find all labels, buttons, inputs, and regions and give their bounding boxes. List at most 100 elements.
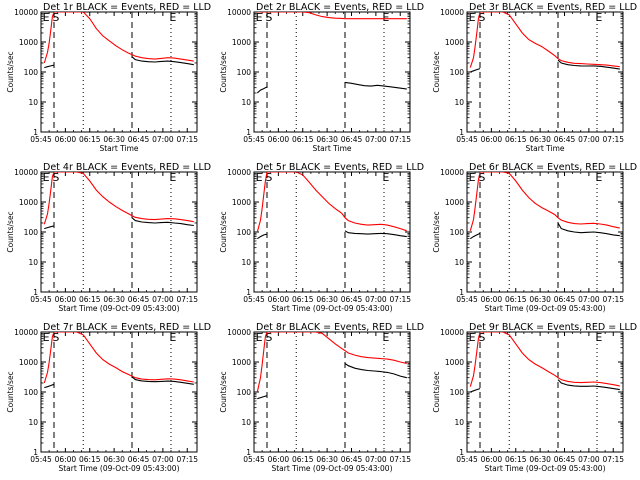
interval-letter: E	[382, 171, 389, 184]
panel-6: Det 6r BLACK = Events, RED = LLD 1 10 100 10…	[432, 162, 637, 313]
plot-frame	[466, 331, 624, 453]
y-tick-label: 1	[246, 288, 251, 297]
panel-8: Det 8r BLACK = Events, RED = LLD 1 10 100 10…	[219, 322, 424, 473]
y-tick-label: 10000	[440, 328, 464, 337]
y-tick-label: 100	[24, 228, 39, 237]
plot-frame	[40, 331, 198, 453]
x-tick-label: 06:00	[268, 135, 290, 144]
plot-frame	[40, 11, 198, 133]
x-tick-label: 06:45	[341, 135, 363, 144]
y-tick-label: 1	[33, 128, 38, 137]
x-tick-label: 07:00	[365, 455, 387, 464]
x-tick-label: 05:45	[30, 295, 52, 304]
series-line-events	[256, 230, 407, 240]
x-tick-label: 06:15	[292, 295, 314, 304]
x-tick-label: 07:15	[602, 135, 624, 144]
x-axis-label: Start Time (09-Oct-09 05:43:00)	[58, 304, 179, 313]
x-tick-label: 07:15	[389, 295, 411, 304]
interval-letter: E	[469, 11, 476, 24]
x-tick-label: 05:45	[243, 455, 265, 464]
series-line-lld	[257, 12, 407, 20]
y-tick-label: 10	[241, 98, 251, 107]
y-tick-label: 1	[459, 448, 464, 457]
interval-letter: E	[43, 171, 50, 184]
x-tick-label: 06:15	[79, 295, 101, 304]
x-tick-label: 07:00	[578, 135, 600, 144]
plot-frame	[253, 11, 411, 133]
interval-letter: S	[265, 171, 272, 184]
y-tick-label: 100	[24, 388, 39, 397]
y-tick-label: 1	[459, 288, 464, 297]
x-axis-label: Start Time (09-Oct-09 05:43:00)	[484, 464, 605, 473]
panel-7: Det 7r BLACK = Events, RED = LLD 1 10 100 10…	[6, 322, 211, 473]
interval-letter: S	[478, 11, 485, 24]
x-tick-label: 06:15	[292, 455, 314, 464]
y-axis-label: Counts/sec	[219, 211, 228, 252]
interval-letter: E	[469, 331, 476, 344]
interval-letter: E	[169, 11, 176, 24]
y-tick-label: 1000	[232, 38, 251, 47]
x-tick-label: 05:45	[456, 295, 478, 304]
series-line-events	[256, 81, 407, 94]
series-line-events	[257, 362, 407, 400]
x-tick-label: 07:15	[176, 295, 198, 304]
y-axis-label: Counts/sec	[6, 211, 15, 252]
x-tick-label: 07:15	[176, 455, 198, 464]
y-tick-label: 1000	[445, 358, 464, 367]
series-line-lld	[256, 172, 407, 233]
x-tick-label: 07:15	[389, 455, 411, 464]
x-tick-label: 06:30	[103, 295, 125, 304]
panel-title: Det 6r BLACK = Events, RED = LLD	[469, 162, 637, 173]
y-tick-label: 1000	[19, 38, 38, 47]
series-line-lld	[43, 172, 194, 225]
x-axis-label: Start Time (09-Oct-09 05:43:00)	[271, 304, 392, 313]
interval-letter: E	[256, 11, 263, 24]
x-tick-label: 06:00	[481, 135, 503, 144]
y-tick-label: 100	[237, 68, 252, 77]
x-tick-label: 06:00	[55, 135, 77, 144]
x-tick-label: 06:00	[55, 455, 77, 464]
y-tick-label: 10	[454, 98, 464, 107]
series-line-lld	[469, 12, 620, 68]
x-tick-label: 06:45	[554, 455, 576, 464]
x-tick-label: 05:45	[30, 135, 52, 144]
panel-title: Det 4r BLACK = Events, RED = LLD	[43, 162, 211, 173]
y-tick-label: 100	[237, 388, 252, 397]
panel-9: Det 9r BLACK = Events, RED = LLD 1 10 100 10…	[432, 322, 637, 473]
x-tick-label: 06:30	[529, 455, 551, 464]
x-tick-label: 06:15	[79, 455, 101, 464]
y-tick-label: 10000	[14, 8, 38, 17]
x-tick-label: 06:15	[292, 135, 314, 144]
interval-letter: E	[256, 331, 263, 344]
interval-letter: S	[478, 171, 485, 184]
interval-letter: E	[595, 331, 602, 344]
y-axis-label: Counts/sec	[219, 51, 228, 92]
x-tick-label: 07:15	[176, 135, 198, 144]
x-tick-label: 06:15	[505, 135, 527, 144]
y-tick-label: 10000	[14, 328, 38, 337]
y-axis-label: Counts/sec	[432, 51, 441, 92]
interval-letter: E	[595, 171, 602, 184]
x-tick-label: 07:15	[602, 455, 624, 464]
y-tick-label: 10000	[440, 168, 464, 177]
y-axis-label: Counts/sec	[432, 371, 441, 412]
panel-2: Det 2r BLACK = Events, RED = LLD 1 10 100 10…	[219, 2, 424, 153]
y-tick-label: 1000	[445, 198, 464, 207]
y-tick-label: 10000	[227, 328, 251, 337]
interval-letter: S	[265, 331, 272, 344]
x-tick-label: 06:15	[505, 295, 527, 304]
y-tick-label: 10	[454, 418, 464, 427]
panel-title: Det 2r BLACK = Events, RED = LLD	[256, 2, 424, 13]
interval-letter: S	[265, 11, 272, 24]
x-axis-label: Start Time (09-Oct-09 05:43:00)	[271, 464, 392, 473]
y-tick-label: 1	[33, 448, 38, 457]
interval-letter: E	[382, 331, 389, 344]
x-tick-label: 06:45	[341, 295, 363, 304]
series-line-lld	[469, 332, 620, 387]
plot-frame	[466, 11, 624, 133]
x-tick-label: 06:45	[554, 295, 576, 304]
plot-frame	[40, 171, 198, 293]
x-tick-label: 07:00	[578, 295, 600, 304]
series-line-lld	[256, 332, 407, 393]
x-tick-label: 06:00	[481, 455, 503, 464]
